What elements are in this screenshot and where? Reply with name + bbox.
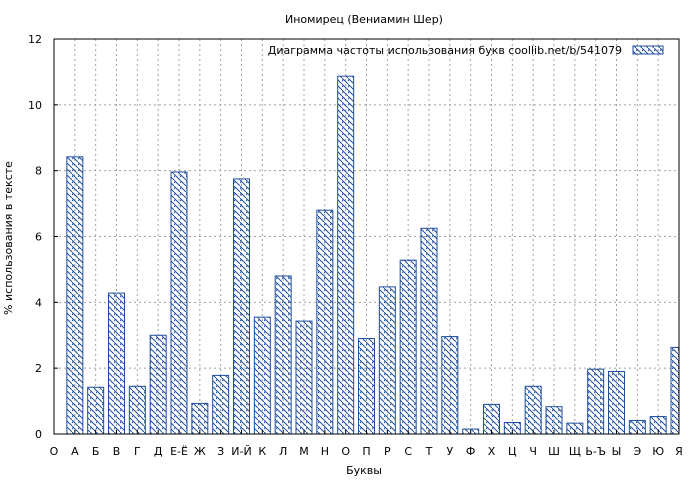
x-tick-label: О [341,445,350,458]
x-tick-label: Ю [652,445,664,458]
x-tick-label: Э [633,445,641,458]
y-tick-label: 10 [28,99,42,112]
y-tick-label: 12 [28,33,42,46]
x-tick-label: И-Й [231,445,251,458]
bar [670,346,680,435]
y-tick-label: 4 [35,296,42,309]
bar [274,275,292,435]
bar [212,374,230,435]
x-tick-label: В [113,445,121,458]
bar [420,227,438,435]
x-tick-label: Ч [529,445,537,458]
bar [399,259,417,435]
bar [358,338,375,435]
bar [441,336,459,435]
x-tick-label: Щ [569,445,581,458]
x-tick-label: Х [488,445,496,458]
bar [149,334,167,435]
x-tick-label: Ц [508,445,517,458]
x-tick-label: С [404,445,412,458]
bar [545,406,563,435]
x-tick-label: Я [675,445,683,458]
x-tick-label: Ф [466,445,475,458]
x-tick-label: Ь-Ъ [585,445,606,458]
bar [66,156,84,435]
x-tick-label: З [217,445,224,458]
x-tick-label: Т [425,445,433,458]
x-tick-label: Д [154,445,163,458]
bar [483,403,500,435]
bar [295,320,313,435]
x-tick-label: Р [384,445,391,458]
x-axis-label: Буквы [346,464,382,477]
x-tick-label: У [446,445,453,458]
x-tick-label: Ш [548,445,560,458]
x-tick-label: П [362,445,370,458]
bar [608,370,625,435]
bar [337,75,355,435]
x-tick-label: Ы [612,445,622,458]
legend-swatch [632,45,664,55]
y-tick-label: 2 [35,362,42,375]
bar [108,292,125,435]
bar [524,385,542,435]
legend-label: Диаграмма частоты использования букв coo… [268,44,622,57]
bar [233,178,250,435]
bar [378,286,396,435]
x-tick-label: Г [134,445,141,458]
bar [191,402,209,435]
x-tick-label: Н [321,445,329,458]
x-tick-label: К [258,445,266,458]
bar [87,386,105,435]
bar [128,385,146,435]
chart-title: Иномирец (Вениамин Шер) [285,13,443,26]
x-tick-label: Б [92,445,100,458]
bar [253,316,271,435]
y-tick-label: 6 [35,231,42,244]
plot-frame [53,38,680,435]
x-tick-label: А [71,445,79,458]
y-axis-label: % использования в тексте [2,161,15,315]
bars [66,75,680,435]
y-tick-label: 0 [35,428,42,441]
bar [587,368,605,435]
bar [170,171,188,435]
x-tick-label: О [50,445,59,458]
x-tick-label: Е-Ё [170,445,188,458]
grid-lines [54,39,679,434]
x-tick-label: Ж [194,445,206,458]
x-tick-label: М [299,445,309,458]
x-tick-label: Л [279,445,287,458]
legend: Диаграмма частоты использования букв coo… [268,44,664,57]
y-tick-label: 8 [35,165,42,178]
bar [316,209,334,435]
